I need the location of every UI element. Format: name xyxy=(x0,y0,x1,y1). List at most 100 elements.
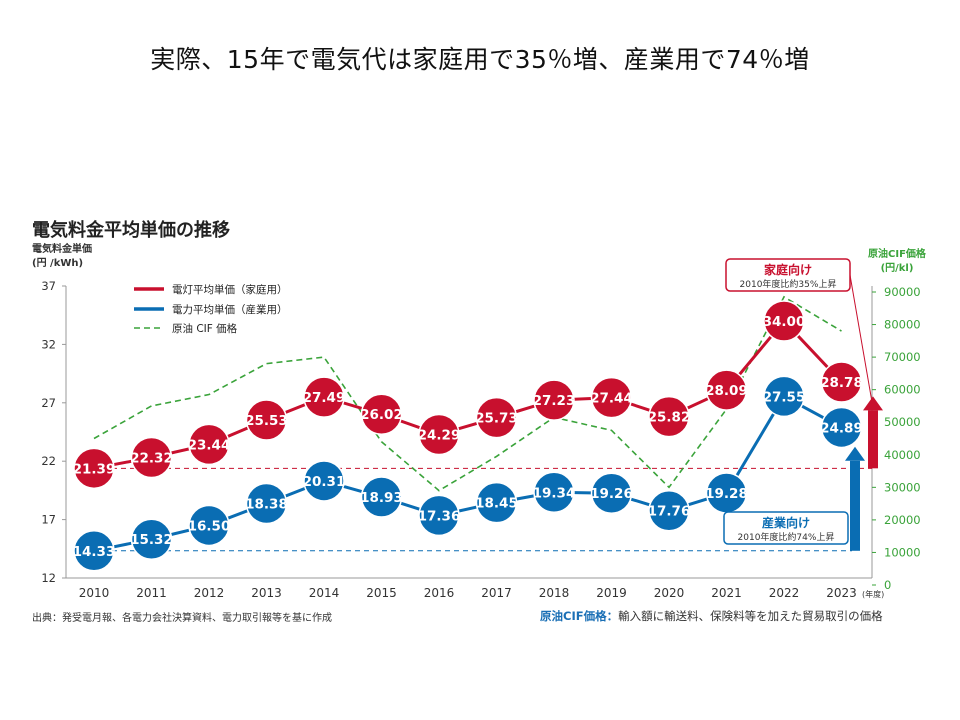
industrial-data-label: 18.45 xyxy=(475,496,518,512)
x-tick-label: 2023 xyxy=(826,586,857,600)
left-axis-label: 電気料金単価 (円 /kWh) xyxy=(32,243,92,271)
industrial-point xyxy=(418,494,460,537)
household-point xyxy=(820,361,863,403)
legend-household-label: 電灯平均単価（家庭用） xyxy=(172,283,288,296)
left-tick-label: 37 xyxy=(41,279,56,293)
cif-note-body: 輸入額に輸送料、保険料等を加えた貿易取引の価格 xyxy=(618,609,883,623)
right-tick-label: 0 xyxy=(884,578,891,592)
household-point xyxy=(590,376,633,419)
right-axis-label-line1: 原油CIF価格 xyxy=(868,249,926,260)
industrial-data-label: 20.31 xyxy=(303,474,346,490)
household-data-label: 25.73 xyxy=(475,411,518,427)
household-point xyxy=(73,447,115,490)
household-data-label: 22.32 xyxy=(130,450,173,466)
right-tick-label: 30000 xyxy=(884,480,921,494)
household-data-label: 21.39 xyxy=(73,461,116,477)
x-tick-label: 2017 xyxy=(481,586,512,600)
industrial-data-label: 27.55 xyxy=(763,389,806,405)
slide-title: 実際、15年で電気代は家庭用で35％増、産業用で74％増 xyxy=(150,45,810,74)
industrial-data-label: 17.76 xyxy=(648,504,691,520)
household-callout-sub: 2010年度比約35%上昇 xyxy=(740,278,837,290)
household-arrow-shaft xyxy=(868,410,878,469)
industrial-data-label: 15.32 xyxy=(130,532,173,548)
x-tick-label: 2012 xyxy=(194,586,225,600)
industrial-point xyxy=(475,481,518,524)
industrial-point xyxy=(590,472,633,514)
household-point xyxy=(303,376,345,418)
cif-note-head: 原油CIF価格： xyxy=(540,609,619,623)
right-tick-label: 80000 xyxy=(884,318,921,332)
household-callout-title: 家庭向け xyxy=(764,262,812,277)
household-point xyxy=(360,393,403,435)
industrial-callout-box xyxy=(723,511,849,545)
household-point xyxy=(705,369,748,411)
legend-cif-label: 原油 CIF 価格 xyxy=(172,322,238,335)
household-callout-pointer xyxy=(849,274,873,403)
right-tick-label: 40000 xyxy=(884,448,921,462)
right-tick-label: 50000 xyxy=(884,415,921,429)
industrial-data-label: 18.38 xyxy=(245,496,288,512)
household-data-label: 34.00 xyxy=(763,314,806,330)
x-tick-label: 2013 xyxy=(251,586,282,600)
household-point xyxy=(648,395,690,438)
left-tick-label: 17 xyxy=(41,513,56,527)
industrial-data-label: 16.50 xyxy=(188,518,231,534)
household-data-label: 28.78 xyxy=(820,375,863,391)
household-point xyxy=(188,423,230,466)
industrial-point xyxy=(763,375,805,418)
household-point xyxy=(130,436,173,479)
industrial-data-label: 17.36 xyxy=(418,508,461,524)
right-tick-label: 60000 xyxy=(884,383,921,397)
left-tick-label: 12 xyxy=(41,571,56,585)
industrial-data-label: 14.33 xyxy=(73,544,116,560)
household-point xyxy=(763,300,805,342)
household-data-label: 24.29 xyxy=(418,427,461,443)
industrial-point xyxy=(533,471,575,514)
right-axis-label: 原油CIF価格 (円/kl) xyxy=(862,248,932,276)
x-tick-label: 2015 xyxy=(366,586,397,600)
household-point xyxy=(418,413,460,456)
legend-industrial-label: 電力平均単価（産業用） xyxy=(172,303,288,316)
industrial-point xyxy=(360,476,403,518)
industrial-arrow-shaft xyxy=(850,460,860,551)
left-axis-label-line1: 電気料金単価 xyxy=(32,244,92,255)
x-axis-unit: (年度) xyxy=(862,589,884,599)
right-tick-label: 90000 xyxy=(884,285,921,299)
industrial-data-label: 19.34 xyxy=(533,485,576,501)
industrial-arrow-head xyxy=(845,446,865,461)
left-tick-label: 22 xyxy=(41,454,56,468)
series-line-crude-cif xyxy=(93,295,842,492)
household-data-label: 27.23 xyxy=(533,393,576,409)
right-axis-label-line2: (円/kl) xyxy=(880,263,914,274)
industrial-point xyxy=(73,530,115,572)
industrial-data-label: 24.89 xyxy=(820,420,863,436)
x-tick-label: 2019 xyxy=(596,586,627,600)
industrial-point xyxy=(245,482,288,525)
industrial-data-label: 19.26 xyxy=(590,486,633,502)
left-axis-label-line2: (円 /kWh) xyxy=(32,258,84,269)
x-tick-label: 2011 xyxy=(136,586,167,600)
household-data-label: 28.09 xyxy=(705,383,748,399)
left-tick-label: 27 xyxy=(41,396,56,410)
household-arrow-head xyxy=(863,396,883,411)
household-point xyxy=(245,399,288,441)
industrial-data-label: 18.93 xyxy=(360,490,403,506)
right-tick-label: 10000 xyxy=(884,545,921,559)
left-tick-label: 32 xyxy=(41,337,56,351)
industrial-callout-sub: 2010年度比約74%上昇 xyxy=(738,531,835,543)
household-data-label: 27.44 xyxy=(590,391,633,407)
industrial-point xyxy=(303,460,345,502)
x-tick-label: 2010 xyxy=(79,586,110,600)
right-tick-label: 70000 xyxy=(884,350,921,364)
cif-note: 原油CIF価格：輸入額に輸送料、保険料等を加えた貿易取引の価格 xyxy=(540,608,883,624)
x-tick-label: 2016 xyxy=(424,586,455,600)
household-data-label: 25.53 xyxy=(245,413,288,429)
household-data-label: 25.82 xyxy=(648,410,691,426)
chart-title: 電気料金平均単価の推移 xyxy=(32,220,230,241)
industrial-point xyxy=(188,504,230,547)
industrial-point xyxy=(648,489,690,532)
household-point xyxy=(475,396,518,439)
x-tick-label: 2020 xyxy=(654,586,685,600)
household-point xyxy=(533,379,575,421)
